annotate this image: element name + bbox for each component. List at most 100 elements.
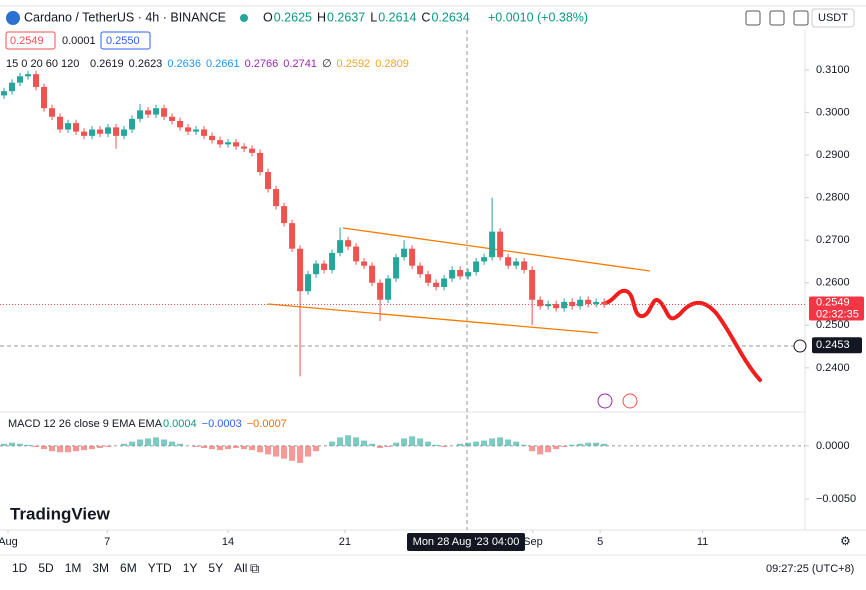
button-close[interactable] bbox=[769, 10, 785, 26]
economic-event-icon[interactable] bbox=[622, 393, 638, 409]
candle-body bbox=[369, 265, 376, 283]
macd-bar bbox=[289, 445, 296, 461]
macd-bar bbox=[433, 444, 440, 446]
candle-body bbox=[521, 261, 528, 270]
candle-body bbox=[241, 146, 248, 149]
macd-bar bbox=[121, 443, 128, 446]
range-button[interactable]: YTD bbox=[148, 561, 172, 575]
compare-icon[interactable]: ⧉ bbox=[250, 560, 259, 575]
market-status bbox=[240, 14, 248, 22]
channel-upper bbox=[342, 227, 651, 272]
candle-body bbox=[473, 261, 480, 273]
candle-body bbox=[273, 189, 280, 207]
range-button[interactable]: 1M bbox=[65, 561, 82, 575]
macd-bar bbox=[481, 440, 488, 446]
candle-body bbox=[129, 118, 136, 130]
macd-bar bbox=[257, 445, 264, 453]
macd-bar bbox=[241, 445, 248, 450]
macd-bar bbox=[529, 445, 536, 452]
button-maximize[interactable] bbox=[793, 10, 809, 26]
macd-bar bbox=[425, 441, 432, 446]
candle-body bbox=[233, 142, 240, 147]
macd-bar bbox=[561, 445, 568, 447]
crosshair-price-tag bbox=[812, 337, 862, 354]
candle-body bbox=[441, 278, 448, 287]
candle-body bbox=[265, 172, 272, 190]
macd-bar bbox=[313, 445, 320, 452]
candle-body bbox=[393, 257, 400, 279]
price-tick-label: 0.3000 bbox=[816, 106, 850, 118]
macd-bar bbox=[577, 443, 584, 446]
range-button[interactable]: 5D bbox=[38, 561, 54, 575]
candle-body bbox=[185, 127, 192, 132]
last-price-label: 0.2549 bbox=[816, 296, 850, 308]
candle-body bbox=[377, 282, 384, 300]
window-buttons bbox=[745, 8, 855, 28]
candle-body bbox=[305, 274, 312, 292]
macd-bar bbox=[201, 445, 208, 449]
candle-body bbox=[225, 142, 232, 145]
candle-body bbox=[9, 82, 16, 92]
symbol-logo[interactable] bbox=[6, 11, 20, 25]
range-button[interactable]: 3M bbox=[92, 561, 109, 575]
currency-button[interactable] bbox=[811, 8, 855, 28]
range-button[interactable]: 5Y bbox=[208, 561, 223, 575]
button-down[interactable] bbox=[745, 10, 761, 26]
candle-body bbox=[89, 129, 96, 136]
range-button[interactable]: 1D bbox=[12, 561, 28, 575]
macd-bar bbox=[305, 445, 312, 457]
price-tick-label: 0.2900 bbox=[816, 149, 850, 161]
candle-body bbox=[121, 129, 128, 136]
candle-body bbox=[25, 74, 32, 77]
candle-body bbox=[145, 110, 152, 115]
range-button[interactable]: 6M bbox=[120, 561, 137, 575]
candle-body bbox=[385, 278, 392, 300]
macd-bar bbox=[457, 443, 464, 446]
candle-body bbox=[49, 108, 56, 117]
candle-body bbox=[105, 127, 112, 134]
candle-body bbox=[137, 110, 144, 119]
indicator-value: 0.2619 bbox=[90, 58, 124, 70]
candle-body bbox=[193, 129, 200, 132]
range-button[interactable]: All bbox=[234, 561, 247, 575]
macd-bar bbox=[105, 445, 112, 447]
ma-name: 15 0 20 60 120 bbox=[6, 58, 79, 70]
candle-body bbox=[449, 269, 456, 279]
buy-box[interactable] bbox=[100, 31, 151, 50]
candle-body bbox=[353, 246, 360, 262]
time-tick-label: 5 bbox=[597, 536, 603, 548]
candle-body bbox=[201, 129, 208, 136]
candle-body bbox=[497, 231, 504, 258]
candle-body bbox=[281, 206, 288, 224]
branding: TradingView bbox=[10, 504, 111, 523]
indicator-value: 0.2661 bbox=[206, 58, 240, 70]
range-button[interactable]: 1Y bbox=[183, 561, 198, 575]
time-tick-label: 14 bbox=[222, 536, 234, 548]
candle-body bbox=[601, 301, 608, 305]
settings-icon[interactable]: ⚙ bbox=[840, 534, 851, 548]
macd-bar bbox=[17, 443, 24, 446]
candle-body bbox=[97, 129, 104, 134]
candle-body bbox=[73, 123, 80, 132]
macd-bar bbox=[393, 442, 400, 446]
macd-name: MACD 12 26 close 9 EMA EMA bbox=[8, 418, 163, 430]
macd-bar bbox=[345, 435, 352, 446]
macd-bar bbox=[41, 445, 48, 450]
candle-body bbox=[409, 248, 416, 266]
crosshair-time: Mon 28 Aug '23 04:00 bbox=[413, 536, 520, 548]
channel-lower bbox=[267, 303, 599, 334]
change: +0.0010 (+0.38%) bbox=[488, 10, 588, 24]
macd-bar bbox=[1, 443, 8, 446]
candle-body bbox=[313, 263, 320, 275]
crosshair-add-button[interactable] bbox=[793, 339, 807, 353]
indicator-value: 0.2766 bbox=[245, 58, 279, 70]
macd-bar bbox=[265, 445, 272, 455]
ohlc-key: O bbox=[263, 10, 273, 24]
macd-bar bbox=[9, 442, 16, 446]
macd-bar bbox=[505, 439, 512, 446]
price-tick-label: 0.2600 bbox=[816, 277, 850, 289]
macd-bar bbox=[33, 445, 40, 447]
macd-tick-label: 0.0000 bbox=[816, 440, 850, 452]
event-icon[interactable] bbox=[597, 393, 613, 409]
sell-box[interactable] bbox=[5, 31, 56, 50]
